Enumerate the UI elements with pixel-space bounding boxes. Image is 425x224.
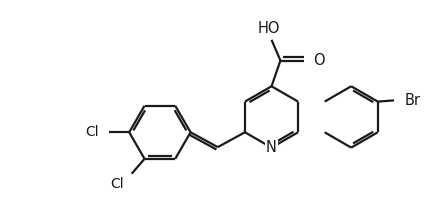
Text: Cl: Cl (85, 125, 99, 139)
Text: N: N (266, 140, 277, 155)
Text: O: O (313, 53, 325, 68)
Text: HO: HO (258, 21, 280, 36)
Text: Cl: Cl (110, 177, 124, 191)
Text: Br: Br (405, 93, 421, 108)
